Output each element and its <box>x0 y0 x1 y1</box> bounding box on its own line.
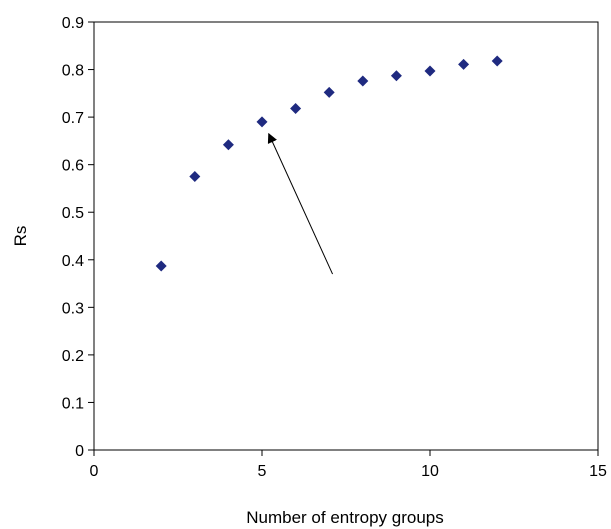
data-point <box>222 139 234 151</box>
data-point <box>256 116 268 128</box>
y-tick-label: 0.2 <box>62 348 84 365</box>
data-point <box>189 171 201 183</box>
plot-frame <box>93 21 599 451</box>
x-tick-label: 5 <box>258 463 267 480</box>
y-tick-label: 0.7 <box>62 110 84 127</box>
y-tick-label: 0.1 <box>62 395 84 412</box>
data-point <box>458 58 470 70</box>
data-point <box>323 86 335 98</box>
data-point <box>290 103 302 115</box>
annotations <box>267 132 334 275</box>
y-axis-title: Rs <box>11 226 30 247</box>
data-points <box>155 55 503 272</box>
x-tick-label: 15 <box>589 463 607 480</box>
y-tick-label: 0.9 <box>62 15 84 32</box>
ticks: 0 0.1 0.2 0.3 0.4 0.5 0.6 0.7 0.8 0.9 0 5 10 15 <box>62 15 607 480</box>
x-tick-label: 10 <box>421 463 439 480</box>
y-tick-label: 0.5 <box>62 205 84 222</box>
y-tick-label: 0.6 <box>62 158 84 175</box>
data-point <box>390 70 402 82</box>
y-tick-label: 0.4 <box>62 253 84 270</box>
y-tick-label: 0.3 <box>62 300 84 317</box>
y-tick-label: 0 <box>75 443 84 460</box>
x-tick-label: 0 <box>90 463 99 480</box>
data-point <box>424 65 436 77</box>
data-point <box>357 75 369 87</box>
x-axis-title: Number of entropy groups <box>246 508 444 527</box>
y-tick-label: 0.8 <box>62 63 84 80</box>
axes <box>93 21 599 451</box>
annotation-arrow <box>267 132 334 275</box>
data-point <box>155 260 167 272</box>
data-point <box>491 55 503 67</box>
